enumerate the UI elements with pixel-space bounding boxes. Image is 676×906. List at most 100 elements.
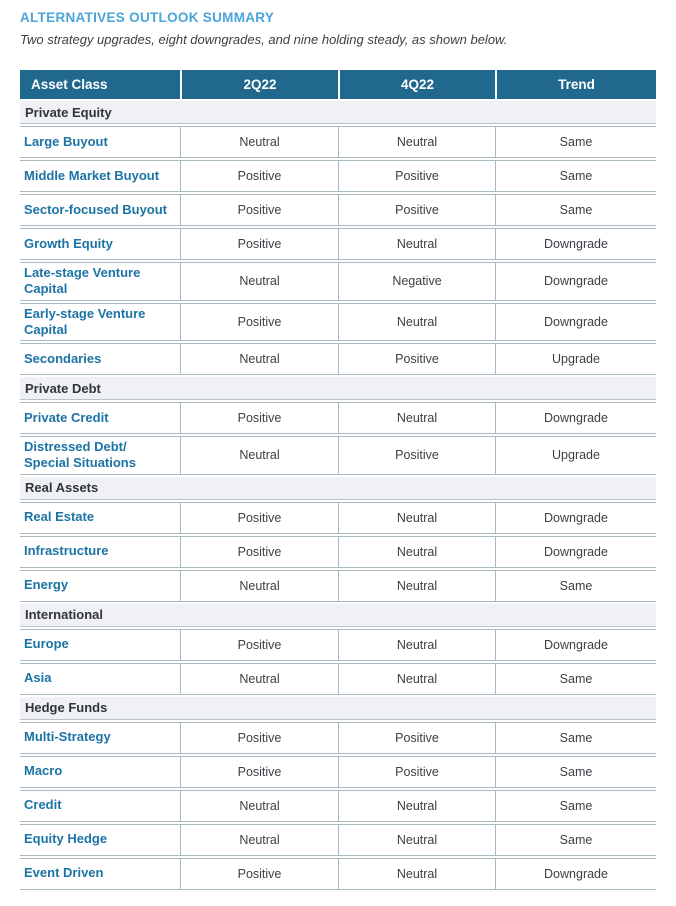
table-row: Energy Neutral Neutral Same: [20, 569, 656, 602]
asset-class-cell: Equity Hedge: [20, 823, 180, 856]
trend-cell: Downgrade: [495, 262, 656, 301]
trend-cell: Downgrade: [495, 402, 656, 434]
q2-outlook-cell: Neutral: [180, 569, 338, 602]
q2-outlook-cell: Neutral: [180, 436, 338, 475]
q2-outlook-cell: Neutral: [180, 262, 338, 301]
q2-outlook-cell: Positive: [180, 402, 338, 434]
table-row: Early-stage Venture Capital Positive Neutr…: [20, 302, 656, 341]
column-header-4q22: 4Q22: [338, 70, 495, 99]
table-row: Multi-Strategy Positive Positive Same: [20, 721, 656, 754]
section-label: Hedge Funds: [20, 696, 656, 720]
asset-class-cell: Asia: [20, 662, 180, 695]
q2-outlook-cell: Positive: [180, 535, 338, 568]
asset-class-cell: Real Estate: [20, 501, 180, 534]
asset-class-cell: Large Buyout: [20, 126, 180, 158]
q4-outlook-cell: Neutral: [338, 126, 495, 158]
trend-cell: Same: [495, 126, 656, 158]
q2-outlook-cell: Positive: [180, 501, 338, 534]
q2-outlook-cell: Neutral: [180, 343, 338, 375]
table-body: Private Equity Large Buyout Neutral Neutral…: [20, 101, 656, 890]
q4-outlook-cell: Neutral: [338, 501, 495, 534]
asset-class-cell: Multi-Strategy: [20, 721, 180, 754]
asset-class-cell: Credit: [20, 789, 180, 822]
q4-outlook-cell: Neutral: [338, 857, 495, 890]
asset-class-cell: Sector-focused Buyout: [20, 194, 180, 226]
asset-class-cell: Event Driven: [20, 857, 180, 890]
trend-cell: Downgrade: [495, 857, 656, 890]
q2-outlook-cell: Neutral: [180, 823, 338, 856]
q4-outlook-cell: Neutral: [338, 402, 495, 434]
table-row: Late-stage Venture Capital Neutral Negativ…: [20, 262, 656, 301]
asset-class-cell: Distressed Debt/ Special Situations: [20, 436, 180, 475]
table-row: Sector-focused Buyout Positive Positive Sam…: [20, 194, 656, 226]
q4-outlook-cell: Neutral: [338, 662, 495, 695]
asset-class-cell: Middle Market Buyout: [20, 160, 180, 192]
q4-outlook-cell: Neutral: [338, 535, 495, 568]
table-row: Event Driven Positive Neutral Downgrade: [20, 857, 656, 890]
q2-outlook-cell: Positive: [180, 194, 338, 226]
asset-class-cell: Europe: [20, 628, 180, 661]
section-label: Private Debt: [20, 377, 656, 400]
q2-outlook-cell: Positive: [180, 628, 338, 661]
section-row: Private Equity: [20, 101, 656, 124]
trend-cell: Same: [495, 569, 656, 602]
q4-outlook-cell: Positive: [338, 160, 495, 192]
table-header: Asset Class 2Q22 4Q22 Trend: [20, 70, 656, 99]
q4-outlook-cell: Neutral: [338, 228, 495, 260]
q4-outlook-cell: Neutral: [338, 569, 495, 602]
q4-outlook-cell: Positive: [338, 721, 495, 754]
trend-cell: Same: [495, 755, 656, 788]
q2-outlook-cell: Positive: [180, 228, 338, 260]
table-row: Credit Neutral Neutral Same: [20, 789, 656, 822]
table-row: Secondaries Neutral Positive Upgrade: [20, 343, 656, 375]
trend-cell: Downgrade: [495, 628, 656, 661]
q4-outlook-cell: Positive: [338, 343, 495, 375]
table-header-row: Asset Class 2Q22 4Q22 Trend: [20, 70, 656, 99]
trend-cell: Same: [495, 662, 656, 695]
section-label: Real Assets: [20, 476, 656, 500]
section-row: Real Assets: [20, 476, 656, 500]
asset-class-cell: Macro: [20, 755, 180, 788]
trend-cell: Same: [495, 789, 656, 822]
page-title: ALTERNATIVES OUTLOOK SUMMARY: [20, 10, 275, 25]
trend-cell: Upgrade: [495, 343, 656, 375]
q4-outlook-cell: Neutral: [338, 789, 495, 822]
table-row: Private Credit Positive Neutral Downgrade: [20, 402, 656, 434]
trend-cell: Downgrade: [495, 501, 656, 534]
asset-class-cell: Secondaries: [20, 343, 180, 375]
q2-outlook-cell: Positive: [180, 755, 338, 788]
section-row: International: [20, 603, 656, 627]
column-header-trend: Trend: [495, 70, 656, 99]
page-subtitle: Two strategy upgrades, eight downgrades,…: [20, 32, 508, 47]
q4-outlook-cell: Positive: [338, 194, 495, 226]
q4-outlook-cell: Neutral: [338, 823, 495, 856]
table-row: Real Estate Positive Neutral Downgrade: [20, 501, 656, 534]
table-row: Distressed Debt/ Special Situations Neutr…: [20, 436, 656, 475]
asset-class-cell: Late-stage Venture Capital: [20, 262, 180, 301]
q2-outlook-cell: Positive: [180, 857, 338, 890]
column-header-asset-class: Asset Class: [20, 70, 180, 99]
table-row: Growth Equity Positive Neutral Downgrade: [20, 228, 656, 260]
asset-class-cell: Energy: [20, 569, 180, 602]
q2-outlook-cell: Positive: [180, 160, 338, 192]
trend-cell: Downgrade: [495, 302, 656, 341]
trend-cell: Same: [495, 160, 656, 192]
trend-cell: Downgrade: [495, 535, 656, 568]
section-label: International: [20, 603, 656, 627]
q4-outlook-cell: Neutral: [338, 628, 495, 661]
q4-outlook-cell: Neutral: [338, 302, 495, 341]
trend-cell: Same: [495, 823, 656, 856]
q4-outlook-cell: Positive: [338, 755, 495, 788]
q4-outlook-cell: Positive: [338, 436, 495, 475]
trend-cell: Upgrade: [495, 436, 656, 475]
table-row: Asia Neutral Neutral Same: [20, 662, 656, 695]
table-row: Macro Positive Positive Same: [20, 755, 656, 788]
trend-cell: Same: [495, 194, 656, 226]
outlook-summary-table: Asset Class 2Q22 4Q22 Trend Private Equi…: [20, 68, 656, 892]
trend-cell: Same: [495, 721, 656, 754]
q4-outlook-cell: Negative: [338, 262, 495, 301]
table-row: Infrastructure Positive Neutral Downgrade: [20, 535, 656, 568]
asset-class-cell: Infrastructure: [20, 535, 180, 568]
asset-class-cell: Growth Equity: [20, 228, 180, 260]
